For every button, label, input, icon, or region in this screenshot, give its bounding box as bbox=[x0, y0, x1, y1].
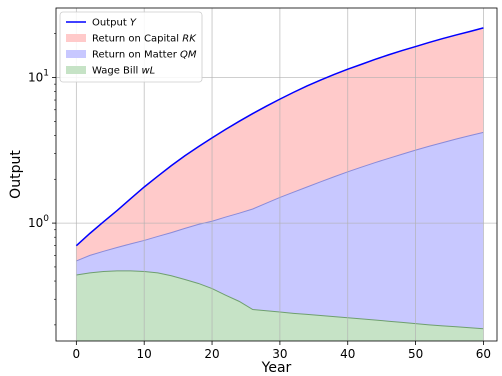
legend-patch-swatch bbox=[66, 34, 86, 42]
x-tick-label: 30 bbox=[272, 347, 287, 361]
legend-label: Return on Capital RK bbox=[92, 34, 197, 45]
legend: Output Y Return on Capital RK Return on Ma… bbox=[59, 11, 203, 83]
x-tick-label: 60 bbox=[476, 347, 491, 361]
x-tick-label: 50 bbox=[408, 347, 423, 361]
legend-box bbox=[59, 11, 203, 83]
x-tick-label: 10 bbox=[137, 347, 152, 361]
y-tick-label: 100 bbox=[28, 214, 49, 230]
wage-bill-area bbox=[76, 270, 484, 341]
x-tick-label: 40 bbox=[340, 347, 355, 361]
x-axis-label: Year bbox=[261, 360, 292, 376]
legend-patch-swatch bbox=[66, 66, 86, 74]
x-tick-label: 0 bbox=[73, 347, 81, 361]
y-axis-label: Output bbox=[8, 150, 24, 199]
legend-label: Wage Bill wL bbox=[92, 66, 155, 77]
legend-patch-swatch bbox=[66, 50, 86, 58]
output-line bbox=[75, 27, 484, 247]
y-tick-label: 101 bbox=[28, 68, 49, 84]
legend-label: Output Y bbox=[92, 18, 137, 29]
legend-label: Return on Matter QM bbox=[92, 50, 197, 61]
x-tick-label: 20 bbox=[204, 347, 219, 361]
plot-area bbox=[56, 8, 497, 341]
plot-frame bbox=[55, 7, 498, 342]
